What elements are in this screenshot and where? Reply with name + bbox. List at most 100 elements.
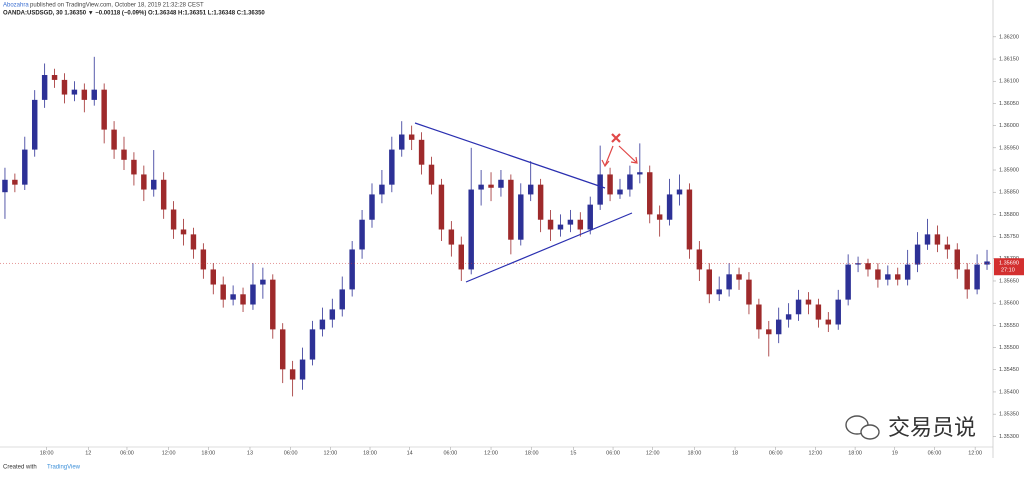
candle-body	[974, 264, 980, 290]
candle-body	[41, 75, 48, 100]
candle-body	[240, 294, 246, 305]
candle-body	[597, 174, 603, 205]
candle-body	[160, 179, 167, 210]
candle-body	[766, 329, 772, 335]
candle-body	[458, 244, 465, 270]
x-tick-label: 18:00	[40, 450, 54, 456]
candle-body	[210, 269, 217, 285]
x-tick-label: 18:00	[363, 450, 377, 456]
candle-body	[696, 249, 703, 270]
candle-body	[101, 89, 107, 130]
y-tick-label: 1.35550	[999, 323, 1019, 329]
candle-body	[795, 299, 802, 315]
y-tick-label: 1.35600	[999, 301, 1019, 307]
candle-body	[607, 174, 613, 195]
candle-body	[448, 229, 455, 245]
y-tick-label: 1.35300	[999, 434, 1019, 440]
candle-body	[468, 189, 474, 270]
candle-body	[924, 234, 931, 245]
candle-body	[746, 279, 752, 305]
candle-body	[627, 174, 633, 190]
author[interactable]: Abozahra	[3, 3, 29, 9]
cross-marker	[611, 133, 621, 143]
x-tick-label: 06:00	[443, 450, 457, 456]
candle-body	[488, 184, 494, 188]
candle-body	[756, 304, 762, 330]
candle-body	[220, 284, 226, 300]
candle-body	[567, 219, 574, 225]
candle-body	[81, 89, 88, 100]
candle-body	[418, 139, 425, 165]
candle-body	[170, 209, 177, 230]
candle-body	[716, 289, 722, 295]
y-tick-label: 1.36150	[999, 56, 1019, 62]
y-tick-label: 1.35800	[999, 212, 1019, 218]
candle-body	[2, 179, 8, 193]
candle-body	[279, 329, 286, 370]
candle-body	[666, 194, 673, 220]
x-tick-label: 12:00	[646, 450, 660, 456]
y-tick-label: 1.35900	[999, 167, 1019, 173]
x-tick-label: 13	[247, 450, 253, 456]
candle-body	[547, 219, 554, 230]
candle-body	[91, 89, 97, 100]
candle-body	[399, 134, 405, 150]
candle-body	[656, 214, 663, 220]
candle-body	[934, 234, 941, 245]
candle-body	[726, 274, 732, 290]
candle-body	[31, 99, 38, 150]
candle-body	[51, 75, 58, 80]
y-tick-label: 1.35500	[999, 345, 1019, 351]
candle-body	[825, 319, 832, 325]
candle-body	[12, 179, 18, 185]
candle-body	[289, 369, 296, 380]
candle-body	[785, 314, 792, 320]
x-tick-label: 06:00	[606, 450, 620, 456]
candle-body	[309, 329, 316, 360]
candle-body	[230, 294, 236, 300]
candle-body	[180, 229, 187, 235]
footer-brand[interactable]: TradingView	[47, 465, 81, 471]
candle-body	[637, 172, 643, 175]
candle-body	[835, 299, 841, 325]
candle-body	[845, 264, 851, 300]
candle-body	[706, 269, 712, 295]
candle-body	[944, 244, 951, 250]
candle-body	[339, 289, 345, 310]
y-tick-label: 1.35450	[999, 367, 1019, 373]
candle-body	[260, 279, 266, 285]
candle-body	[895, 274, 901, 280]
candle-body	[676, 189, 683, 195]
candle-body	[190, 234, 197, 250]
x-tick-label: 18	[732, 450, 738, 456]
published-line: published on TradingView.com, October 18…	[30, 3, 204, 9]
candle-body	[815, 304, 822, 320]
candle-body	[964, 269, 970, 290]
countdown: 27:10	[1001, 268, 1015, 274]
candle-body	[200, 249, 207, 270]
x-tick-label: 12:00	[162, 450, 176, 456]
candle-body	[319, 319, 326, 330]
trendline	[465, 212, 633, 283]
x-tick-label: 12:00	[809, 450, 823, 456]
candle-body	[408, 134, 415, 140]
x-tick-label: 18:00	[201, 450, 215, 456]
candle-body	[805, 299, 812, 305]
x-tick-label: 06:00	[120, 450, 134, 456]
candle-body	[855, 263, 861, 265]
arrows	[601, 145, 638, 168]
x-tick-label: 14	[407, 450, 413, 456]
y-tick-label: 1.35950	[999, 145, 1019, 151]
candle-body	[518, 194, 524, 240]
candle-body	[865, 263, 871, 270]
candle-body	[498, 179, 504, 188]
candle-body	[329, 309, 336, 320]
y-tick-label: 1.35850	[999, 190, 1019, 196]
candle-body	[141, 174, 147, 190]
candle-body	[686, 189, 693, 250]
candle-body	[775, 319, 782, 335]
x-tick-label: 06:00	[284, 450, 298, 456]
candle-body	[270, 279, 276, 330]
x-tick-label: 18:00	[848, 450, 862, 456]
candle-body	[111, 129, 117, 150]
